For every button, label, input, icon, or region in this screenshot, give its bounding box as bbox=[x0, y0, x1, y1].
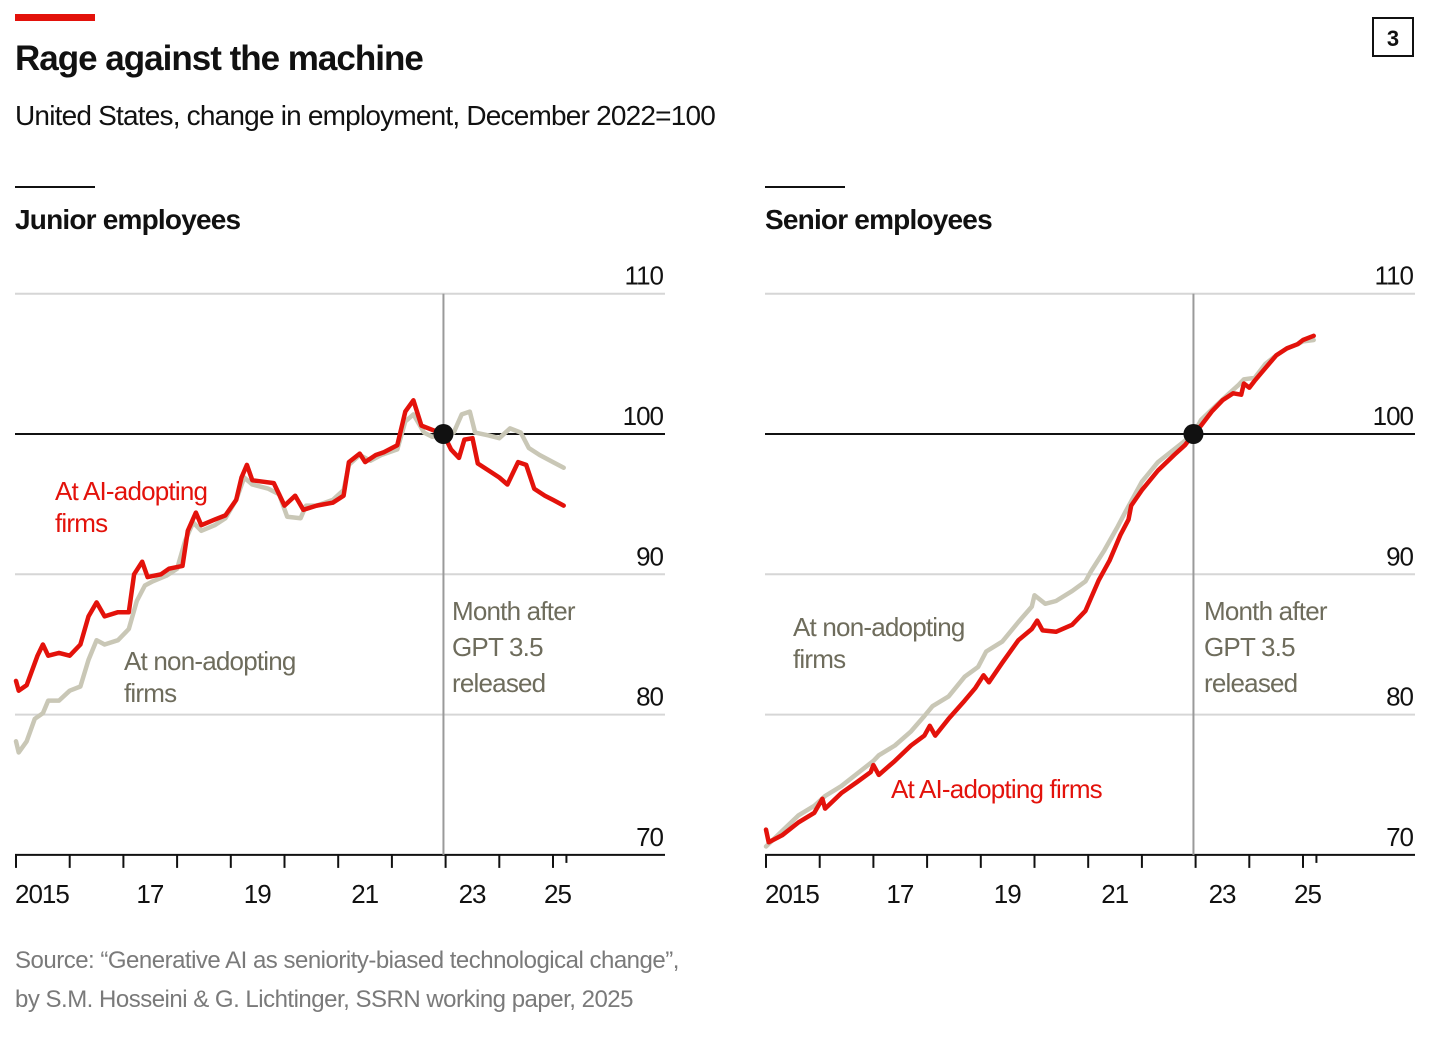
x-tick-label: 2015 bbox=[15, 879, 69, 909]
panel-senior: Senior employees 110 100 90 80 70 2015 17 19 21 23… bbox=[763, 186, 1415, 909]
x-tick-label: 25 bbox=[544, 879, 571, 909]
series-line-ai-adopting bbox=[763, 333, 1316, 845]
series-label-non-adopting: firms bbox=[124, 678, 177, 708]
series-label-ai-adopting: At AI-adopting bbox=[55, 476, 207, 506]
chart-subtitle: United States, change in employment, Dec… bbox=[15, 100, 715, 131]
panel-junior: Junior employees 110 100 90 80 70 2015 17 19 21 23… bbox=[13, 186, 665, 909]
chart-number: 3 bbox=[1387, 26, 1399, 51]
series-line-non-adopting bbox=[13, 409, 566, 755]
y-tick-label: 100 bbox=[1373, 401, 1414, 431]
x-tick-label: 17 bbox=[136, 879, 163, 909]
panel-rule bbox=[765, 186, 845, 188]
series-label-non-adopting: At non-adopting bbox=[124, 646, 296, 676]
y-tick-label: 90 bbox=[636, 541, 663, 571]
x-tick-label: 19 bbox=[994, 879, 1021, 909]
series-label-non-adopting: At non-adopting bbox=[793, 612, 965, 642]
source-line-2: by S.M. Hosseini & G. Lichtinger, SSRN w… bbox=[15, 986, 633, 1013]
y-tick-label: 110 bbox=[1375, 261, 1414, 291]
x-tick-label: 19 bbox=[244, 879, 271, 909]
x-tick-label: 2015 bbox=[765, 879, 819, 909]
reference-label: GPT 3.5 bbox=[1204, 632, 1295, 662]
index-point-marker bbox=[433, 424, 454, 444]
y-tick-label: 80 bbox=[1386, 682, 1413, 712]
panel-title: Junior employees bbox=[15, 204, 241, 235]
y-tick-label: 80 bbox=[636, 682, 663, 712]
x-tick-label: 21 bbox=[1101, 879, 1128, 909]
series-label-non-adopting: firms bbox=[793, 644, 846, 674]
series-label-ai-adopting: At AI-adopting firms bbox=[891, 774, 1103, 804]
chart-title: Rage against the machine bbox=[15, 39, 423, 78]
y-tick-label: 100 bbox=[623, 401, 664, 431]
index-point-marker bbox=[1183, 424, 1204, 444]
panel-title: Senior employees bbox=[765, 204, 992, 235]
x-tick-label: 25 bbox=[1294, 879, 1321, 909]
series-line-ai-adopting bbox=[13, 398, 566, 693]
reference-label: Month after bbox=[1204, 596, 1328, 626]
x-tick-label: 23 bbox=[459, 879, 486, 909]
reference-label: released bbox=[452, 668, 545, 698]
y-tick-label: 90 bbox=[1386, 541, 1413, 571]
x-tick-label: 17 bbox=[886, 879, 913, 909]
y-tick-label: 110 bbox=[625, 261, 664, 291]
reference-label: GPT 3.5 bbox=[452, 632, 543, 662]
series-line-non-adopting bbox=[763, 337, 1316, 849]
chart-number-badge: 3 bbox=[1372, 17, 1414, 57]
source-line-1: Source: “Generative AI as seniority-bias… bbox=[15, 947, 679, 974]
y-tick-label: 70 bbox=[636, 822, 663, 852]
accent-bar bbox=[15, 14, 95, 21]
x-tick-label: 21 bbox=[351, 879, 378, 909]
x-tick-label: 23 bbox=[1209, 879, 1236, 909]
reference-label: released bbox=[1204, 668, 1297, 698]
panel-rule bbox=[15, 186, 95, 188]
y-tick-label: 70 bbox=[1386, 822, 1413, 852]
series-label-ai-adopting: firms bbox=[55, 508, 108, 538]
reference-label: Month after bbox=[452, 596, 576, 626]
